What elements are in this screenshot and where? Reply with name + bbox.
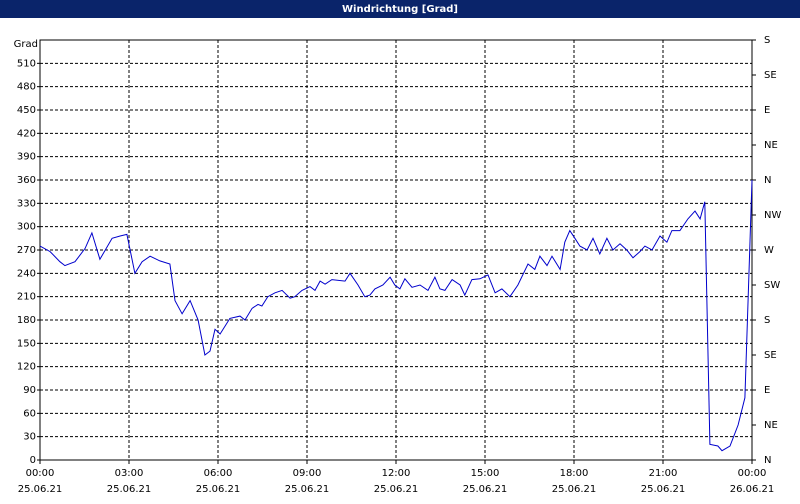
x-tick-label: 06:00 bbox=[204, 468, 233, 479]
x-tick-date: 25.06.21 bbox=[552, 484, 597, 495]
y2-tick-label: N bbox=[764, 175, 771, 186]
y-tick-label: 420 bbox=[17, 128, 36, 139]
x-tick-date: 26.06.21 bbox=[730, 484, 775, 495]
y2-tick-label: S bbox=[764, 315, 770, 326]
y-tick-label: 480 bbox=[17, 82, 36, 93]
y2-tick-label: E bbox=[764, 385, 770, 396]
y2-tick-label: SW bbox=[764, 280, 780, 291]
y2-tick-label: NE bbox=[764, 140, 778, 151]
y-tick-label: 330 bbox=[17, 198, 36, 209]
x-tick-date: 25.06.21 bbox=[196, 484, 241, 495]
y2-tick-label: N bbox=[764, 455, 771, 466]
x-tick-label: 12:00 bbox=[382, 468, 411, 479]
y2-tick-label: S bbox=[764, 35, 770, 46]
y-tick-label: 90 bbox=[23, 385, 36, 396]
y2-tick-label: SE bbox=[764, 350, 777, 361]
x-tick-label: 21:00 bbox=[649, 468, 678, 479]
y-axis-label: Grad bbox=[14, 39, 38, 50]
x-tick-date: 25.06.21 bbox=[463, 484, 508, 495]
y-tick-label: 300 bbox=[17, 222, 36, 233]
y-tick-label: 360 bbox=[17, 175, 36, 186]
y-tick-label: 240 bbox=[17, 268, 36, 279]
y-tick-label: 390 bbox=[17, 152, 36, 163]
y2-tick-label: E bbox=[764, 105, 770, 116]
y-tick-label: 60 bbox=[23, 408, 36, 419]
x-tick-date: 25.06.21 bbox=[107, 484, 152, 495]
x-tick-label: 09:00 bbox=[293, 468, 322, 479]
x-tick-label: 15:00 bbox=[471, 468, 500, 479]
plot-frame bbox=[39, 39, 753, 461]
y-tick-label: 210 bbox=[17, 292, 36, 303]
x-tick-date: 25.06.21 bbox=[18, 484, 63, 495]
y2-tick-label: SE bbox=[764, 70, 777, 81]
x-tick-label: 18:00 bbox=[560, 468, 589, 479]
y-tick-label: 30 bbox=[23, 432, 36, 443]
y2-tick-label: NW bbox=[764, 210, 781, 221]
y2-tick-label: NE bbox=[764, 420, 778, 431]
x-tick-date: 25.06.21 bbox=[374, 484, 419, 495]
y-tick-label: 120 bbox=[17, 362, 36, 373]
data-line bbox=[39, 179, 753, 452]
y-tick-label: 150 bbox=[17, 338, 36, 349]
y-tick-label: 180 bbox=[17, 315, 36, 326]
y-tick-label: 0 bbox=[30, 455, 36, 466]
x-tick-label: 03:00 bbox=[115, 468, 144, 479]
title-bar bbox=[0, 0, 800, 18]
y-tick-label: 510 bbox=[17, 58, 36, 69]
x-tick-date: 25.06.21 bbox=[641, 484, 686, 495]
x-tick-label: 00:00 bbox=[738, 468, 767, 479]
chart-title: Windrichtung [Grad] bbox=[342, 4, 458, 15]
y-tick-label: 270 bbox=[17, 245, 36, 256]
y2-tick-label: W bbox=[764, 245, 774, 256]
y-tick-label: 450 bbox=[17, 105, 36, 116]
x-tick-date: 25.06.21 bbox=[285, 484, 330, 495]
x-tick-label: 00:00 bbox=[26, 468, 55, 479]
